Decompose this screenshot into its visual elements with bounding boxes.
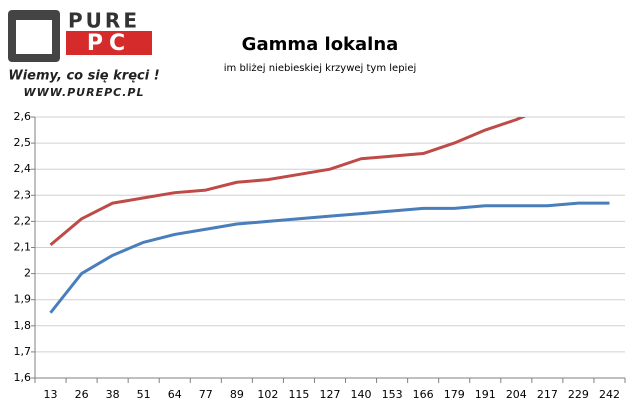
y-tick-label: 1,9: [14, 293, 32, 306]
series-line: [49, 117, 527, 247]
x-tick-label: 217: [537, 388, 558, 401]
x-tick-label: 102: [257, 388, 278, 401]
y-tick-label: 2,3: [14, 188, 32, 201]
chart-title: Gamma lokalna: [242, 34, 399, 55]
x-tick-label: 242: [599, 388, 620, 401]
x-tick-label: 166: [413, 388, 434, 401]
logo-pc: PC: [87, 31, 131, 56]
y-tick-label: 1,7: [14, 345, 32, 358]
x-tick-label: 64: [168, 388, 182, 401]
logo-url: WWW.PUREPC.PL: [24, 86, 145, 99]
x-tick-label: 179: [444, 388, 465, 401]
y-tick-label: 2,5: [14, 136, 32, 149]
y-tick-label: 1,6: [14, 371, 32, 384]
y-tick-label: 2,1: [14, 241, 32, 254]
x-tick-label: 153: [382, 388, 403, 401]
logo-slogan: Wiemy, co się kręci !: [8, 69, 159, 84]
logo-pc-bg: [66, 31, 152, 55]
x-tick-label: 115: [288, 388, 309, 401]
x-tick-label: 191: [475, 388, 496, 401]
plot-area: [49, 117, 610, 314]
logo-cube-face: [16, 20, 52, 54]
y-tick-label: 1,8: [14, 319, 32, 332]
x-tick-label: 13: [44, 388, 58, 401]
series-line: [49, 201, 610, 314]
x-tick-label: 38: [106, 388, 120, 401]
chart-subtitle: im bliżej niebieskiej krzywej tym lepiej: [224, 63, 417, 74]
y-tick-label: 2,2: [14, 214, 32, 227]
logo: PURE PC Wiemy, co się kręci ! WWW.PUREPC…: [8, 9, 160, 99]
y-tick-label: 2,4: [14, 162, 32, 175]
x-tick-label: 77: [199, 388, 213, 401]
logo-pure: PURE: [68, 9, 140, 33]
x-tick-label: 229: [568, 388, 589, 401]
x-tick-label: 26: [75, 388, 89, 401]
x-tick-label: 140: [351, 388, 372, 401]
x-tick-label: 51: [137, 388, 151, 401]
x-tick-label: 89: [230, 388, 244, 401]
y-tick-label: 2: [24, 267, 31, 280]
x-tick-label: 127: [320, 388, 341, 401]
x-tick-label: 204: [506, 388, 527, 401]
y-tick-label: 2,6: [14, 110, 32, 123]
